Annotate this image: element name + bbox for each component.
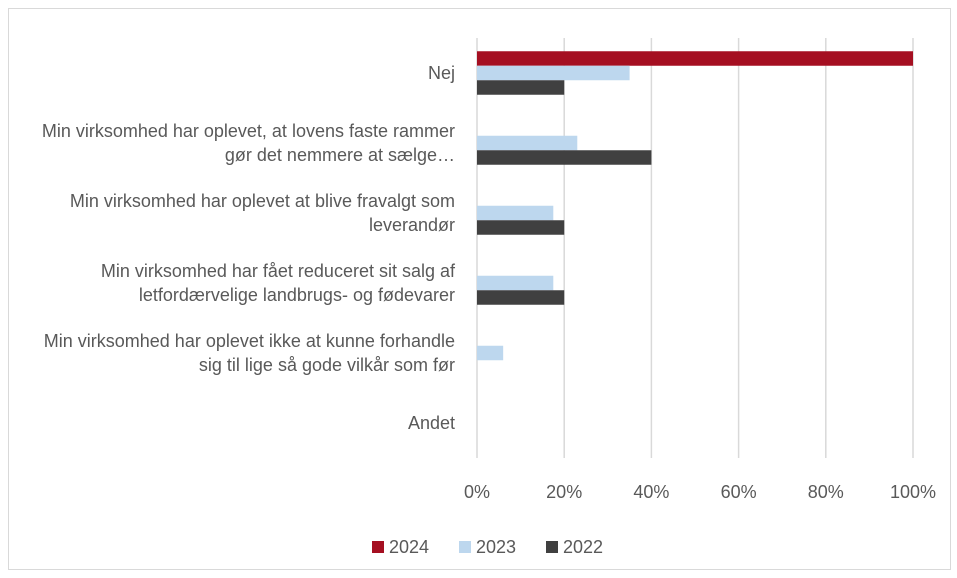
bar xyxy=(477,135,578,151)
x-tick-label: 60% xyxy=(721,482,757,502)
bar xyxy=(477,345,504,361)
x-tick-label: 80% xyxy=(808,482,844,502)
y-tick-label: Andet xyxy=(407,413,455,433)
legend-swatch xyxy=(372,541,384,553)
y-tick-label: Min virksomhed har oplevet ikke at kunne… xyxy=(43,331,455,375)
y-tick-label: Min virksomhed har fået reduceret sit sa… xyxy=(100,261,455,305)
legend-label: 2023 xyxy=(476,537,516,557)
bar xyxy=(477,220,565,235)
bar xyxy=(477,65,630,81)
chart-frame xyxy=(8,8,951,570)
legend-swatch xyxy=(459,541,471,553)
bar xyxy=(477,275,554,291)
legend-label: 2022 xyxy=(563,537,603,557)
y-tick-label: Nej xyxy=(427,63,455,83)
bar xyxy=(477,80,565,95)
y-tick-label: Min virksomhed har oplevet, at lovens fa… xyxy=(41,121,455,165)
x-tick-label: 20% xyxy=(546,482,582,502)
bar xyxy=(477,205,554,221)
bar xyxy=(477,150,652,165)
legend-swatch xyxy=(546,541,558,553)
x-tick-label: 100% xyxy=(890,482,936,502)
y-tick-label: Min virksomhed har oplevet at blive frav… xyxy=(69,191,455,235)
x-tick-label: 40% xyxy=(633,482,669,502)
x-tick-label: 0% xyxy=(464,482,490,502)
bar xyxy=(477,51,913,66)
bar xyxy=(477,290,565,305)
legend-label: 2024 xyxy=(389,537,429,557)
